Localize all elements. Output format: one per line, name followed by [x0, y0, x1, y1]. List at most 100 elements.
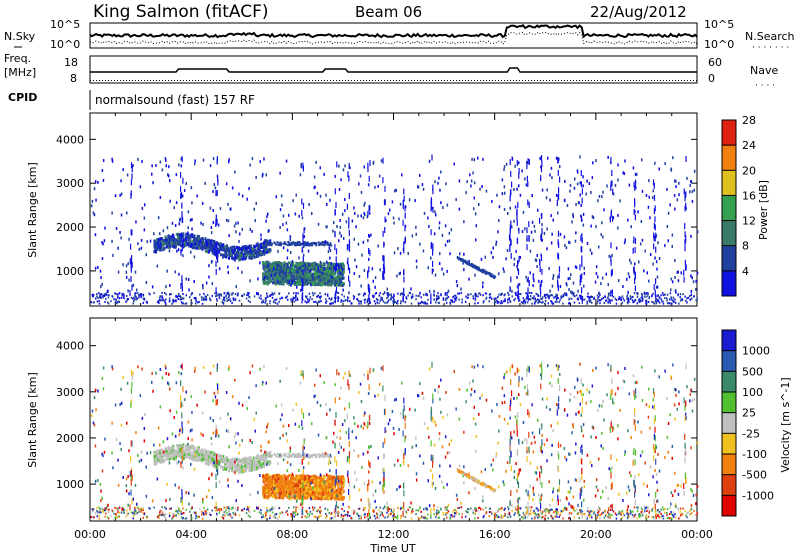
- power-echo: [159, 239, 162, 243]
- power-echo: [634, 271, 636, 278]
- velocity-echo: [259, 454, 262, 458]
- power-echo: [381, 297, 383, 300]
- power-echo: [293, 271, 296, 275]
- power-echo: [148, 292, 150, 295]
- power-echo: [519, 193, 522, 197]
- power-echo: [223, 292, 225, 295]
- velocity-echo: [192, 453, 195, 457]
- power-echo: [482, 271, 485, 273]
- power-echo: [581, 261, 583, 268]
- power-echo: [388, 293, 391, 296]
- power-echo: [674, 298, 676, 301]
- power-echo: [249, 249, 252, 252]
- power-echo: [638, 298, 641, 301]
- power-echo: [396, 274, 398, 278]
- power-echo: [422, 187, 425, 191]
- power-echo: [417, 185, 420, 189]
- power-echo: [309, 296, 312, 299]
- power-echo: [166, 269, 168, 273]
- power-echo: [368, 175, 370, 182]
- power-echo: [338, 268, 341, 272]
- power-echo: [537, 294, 539, 297]
- power-echo: [312, 268, 315, 272]
- power-echo: [229, 300, 232, 302]
- power-echo: [393, 189, 396, 193]
- power-echo: [507, 298, 509, 301]
- power-echo: [351, 219, 354, 223]
- power-echo: [457, 292, 459, 295]
- velocity-echo: [246, 465, 249, 469]
- power-echo: [444, 292, 447, 295]
- velocity-echo: [220, 456, 223, 460]
- power-echo: [599, 299, 602, 302]
- power-echo: [236, 245, 239, 249]
- power-echo: [99, 296, 101, 299]
- power-echo: [607, 283, 609, 287]
- power-echo: [202, 297, 204, 300]
- power-echo: [180, 282, 182, 289]
- power-echo: [268, 229, 270, 233]
- power-echo: [514, 205, 517, 209]
- power-echo: [389, 208, 391, 212]
- power-echo: [279, 277, 282, 281]
- power-echo: [311, 274, 313, 278]
- power-echo: [237, 221, 239, 225]
- power-echo: [589, 299, 592, 302]
- power-echo: [387, 301, 389, 304]
- power-echo: [338, 164, 340, 168]
- velocity-echo: [163, 458, 166, 462]
- power-echo: [548, 267, 550, 271]
- power-echo: [273, 267, 275, 270]
- power-echo: [597, 299, 599, 302]
- power-echo: [333, 277, 336, 281]
- power-echo: [160, 237, 163, 240]
- freq-label-bottom: [MHz]: [4, 66, 36, 79]
- power-echo: [289, 242, 292, 245]
- velocity-echo: [193, 457, 196, 461]
- power-echo: [265, 266, 268, 270]
- velocity-echo: [247, 458, 250, 461]
- velocity-echo: [211, 458, 214, 462]
- power-echo: [476, 265, 478, 268]
- power-echo: [278, 300, 280, 303]
- power-echo: [352, 294, 355, 297]
- power-echo: [180, 301, 183, 304]
- power-echo: [267, 263, 270, 267]
- power-echo: [447, 289, 450, 293]
- power-echo: [264, 272, 267, 276]
- power-echo: [634, 238, 637, 244]
- power-echo: [349, 267, 351, 274]
- power-echo: [309, 264, 312, 268]
- power-echo: [126, 298, 129, 300]
- power-echo: [187, 278, 190, 281]
- power-echo: [374, 285, 376, 289]
- power-echo: [359, 174, 362, 178]
- power-echo: [370, 233, 372, 237]
- power-echo: [503, 300, 505, 303]
- power-echo: [296, 282, 299, 286]
- power-echo: [529, 298, 532, 301]
- velocity-echo: [224, 456, 227, 460]
- power-echo: [455, 280, 458, 284]
- noise-left-tick-top: 10^5: [50, 18, 80, 31]
- power-echo: [307, 279, 310, 283]
- power-echo: [664, 244, 666, 248]
- power-echo: [140, 246, 143, 250]
- power-echo: [669, 292, 672, 295]
- power-echo: [502, 267, 505, 271]
- power-echo: [181, 202, 183, 209]
- power-echo: [517, 283, 519, 290]
- power-echo: [207, 238, 209, 242]
- power-echo: [617, 226, 619, 230]
- power-echo: [197, 241, 200, 245]
- power-echo: [176, 296, 178, 298]
- power-echo: [446, 297, 449, 300]
- velocity-echo: [195, 453, 198, 456]
- power-echo: [689, 184, 691, 187]
- power-echo: [158, 245, 161, 249]
- power-echo: [142, 297, 145, 300]
- power-echo: [503, 294, 505, 297]
- power-echo: [149, 239, 152, 243]
- power-echo: [294, 297, 296, 299]
